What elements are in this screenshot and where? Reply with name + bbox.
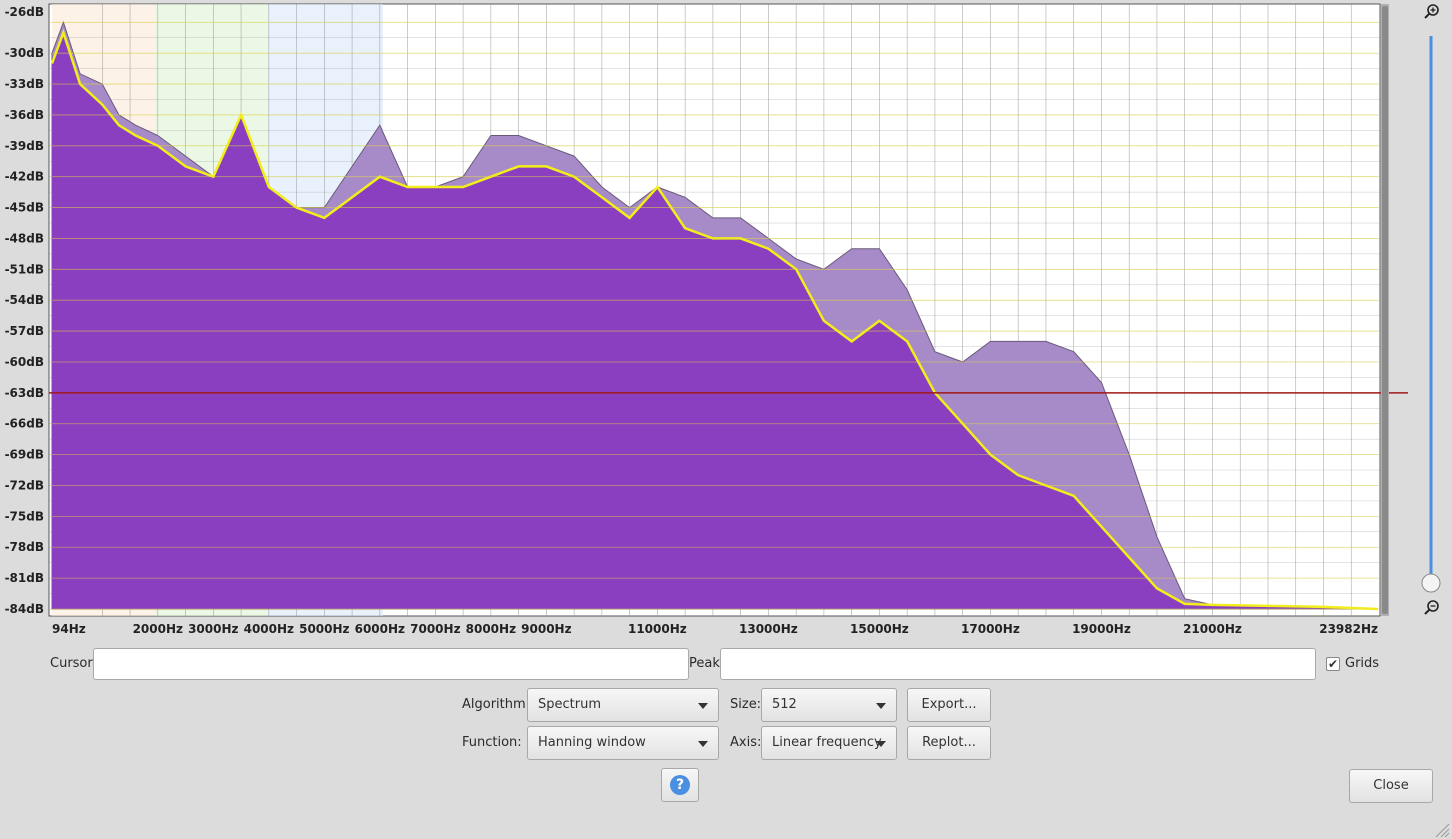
chevron-down-icon (698, 703, 708, 709)
zoom-slider-handle[interactable] (1421, 573, 1441, 593)
x-tick-label: 13000Hz (739, 622, 798, 636)
grids-label: Grids (1345, 656, 1380, 671)
x-tick-label: 4000Hz (244, 622, 294, 636)
help-icon: ? (670, 775, 690, 795)
y-tick-label: -69dB (5, 448, 44, 462)
spectrum-chart[interactable]: -26dB -30dB -33dB -36dB -39dB -42dB -45dB -48dB… (0, 0, 1452, 640)
y-tick-label: -42dB (5, 170, 44, 184)
x-tick-label: 11000Hz (628, 622, 687, 636)
y-tick-label: -75dB (5, 509, 44, 523)
y-tick-label: -39dB (5, 139, 44, 153)
x-tick-label: 19000Hz (1072, 622, 1131, 636)
help-button[interactable]: ? (661, 768, 699, 802)
chevron-down-icon (698, 741, 708, 747)
x-tick-label: 9000Hz (521, 622, 571, 636)
x-tick-label: 5000Hz (299, 622, 349, 636)
y-tick-label: -30dB (5, 46, 44, 60)
close-button[interactable]: Close (1349, 769, 1433, 803)
y-tick-label: -36dB (5, 108, 44, 122)
axis-label: Axis: (730, 735, 762, 750)
y-tick-label: -54dB (5, 293, 44, 307)
export-button[interactable]: Export... (907, 688, 991, 722)
spectrum-series-2 (52, 32, 1378, 610)
zoom-out-icon[interactable] (1424, 600, 1439, 615)
x-tick-label: 6000Hz (355, 622, 405, 636)
x-tick-label: 3000Hz (188, 622, 238, 636)
cursor-label: Cursor: (50, 656, 97, 671)
grids-checkbox[interactable]: ✔ (1326, 657, 1340, 671)
y-tick-label: -78dB (5, 540, 44, 554)
chevron-down-icon (876, 741, 886, 747)
y-tick-label: -63dB (5, 386, 44, 400)
algorithm-select[interactable]: Spectrum (527, 688, 719, 722)
y-tick-label: -81dB (5, 571, 44, 585)
y-tick-label: -48dB (5, 231, 44, 245)
x-tick-label: 7000Hz (410, 622, 460, 636)
y-tick-label: -60dB (5, 355, 44, 369)
y-tick-label: -66dB (5, 417, 44, 431)
y-tick-label: -84dB (5, 602, 44, 616)
function-select[interactable]: Hanning window (527, 726, 719, 760)
y-tick-label: -57dB (5, 324, 44, 338)
replot-button[interactable]: Replot... (907, 726, 991, 760)
x-tick-label: 15000Hz (850, 622, 909, 636)
x-tick-label: 23982Hz (1319, 622, 1378, 636)
peak-line (50, 28, 1379, 611)
cursor-field[interactable] (93, 648, 689, 680)
y-tick-label: -26dB (5, 5, 44, 19)
spectrum-plot[interactable]: -26dB -30dB -33dB -36dB -39dB -42dB -45dB -48dB… (0, 0, 1452, 640)
function-label: Function: (462, 735, 522, 750)
x-tick-label: 2000Hz (133, 622, 183, 636)
zoom-in-icon[interactable] (1424, 4, 1439, 19)
y-tick-label: -45dB (5, 201, 44, 215)
chevron-down-icon (876, 703, 886, 709)
resize-grip-icon[interactable] (1432, 820, 1450, 838)
axis-select[interactable]: Linear frequency (761, 726, 897, 760)
peak-label: Peak: (689, 656, 725, 671)
scrollbar-thumb[interactable] (1382, 6, 1388, 614)
x-tick-label: 8000Hz (466, 622, 516, 636)
x-tick-label: 21000Hz (1183, 622, 1242, 636)
size-select[interactable]: 512 (761, 688, 897, 722)
algorithm-label: Algorithm: (462, 697, 531, 712)
y-tick-label: -51dB (5, 262, 44, 276)
size-label: Size: (730, 697, 762, 712)
y-tick-label: -72dB (5, 478, 44, 492)
x-tick-label: 94Hz (52, 622, 86, 636)
y-tick-label: -33dB (5, 77, 44, 91)
peak-field[interactable] (720, 648, 1316, 680)
x-tick-label: 17000Hz (961, 622, 1020, 636)
